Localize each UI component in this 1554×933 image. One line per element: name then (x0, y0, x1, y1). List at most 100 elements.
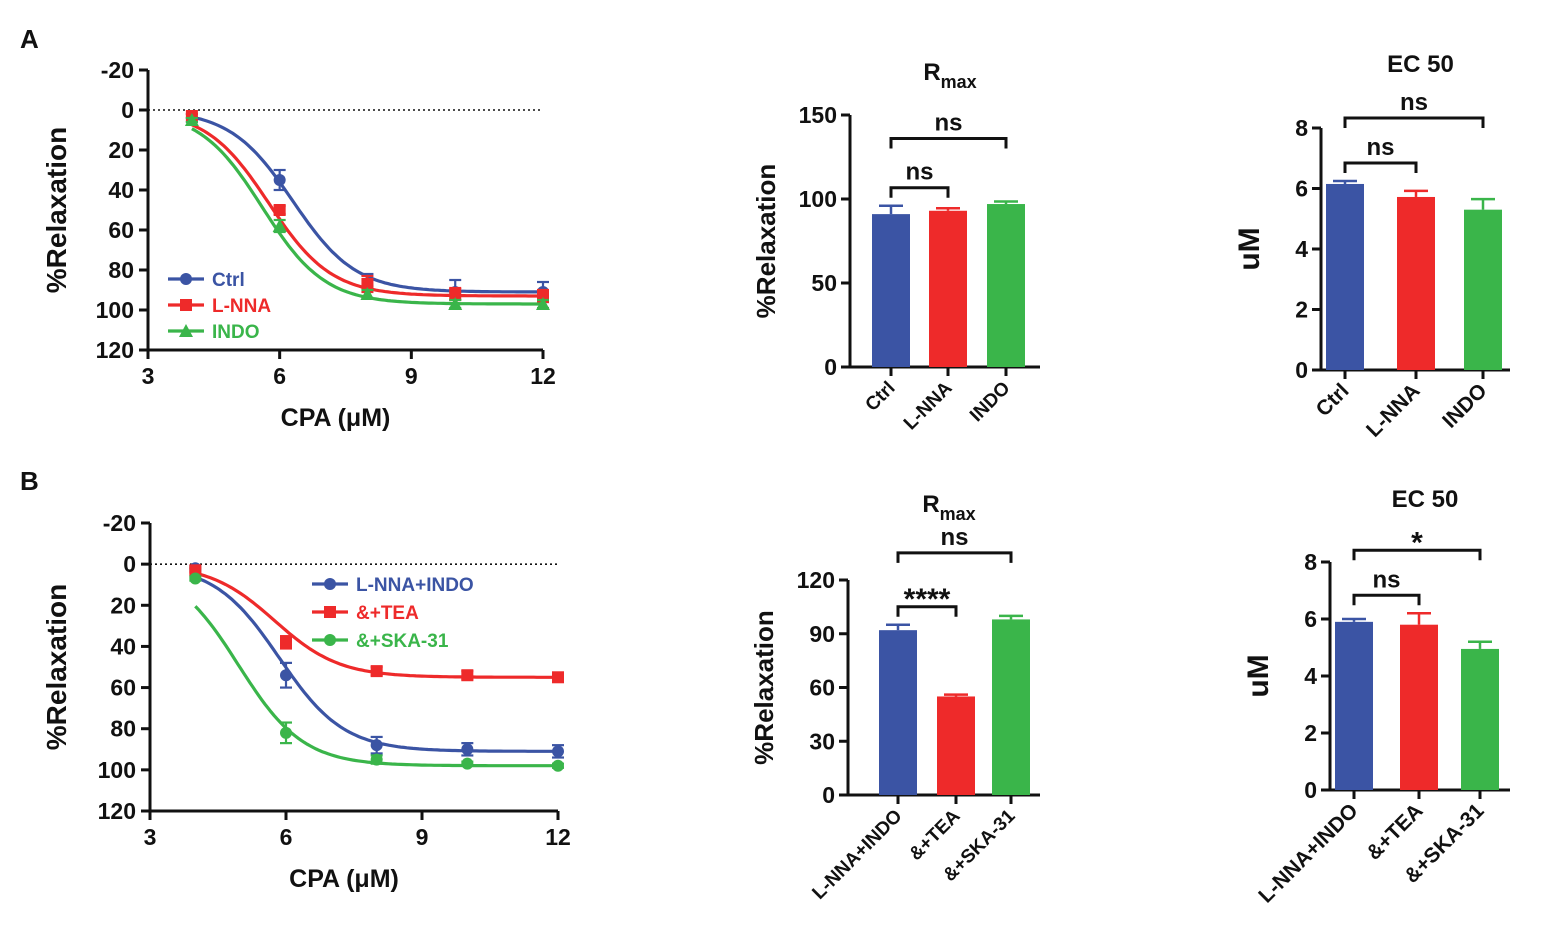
chart-title: EC 50 (1387, 51, 1454, 78)
significance-bracket (1352, 593, 1421, 606)
x-tick-label: 9 (405, 363, 418, 389)
category-label: L-NNA (900, 377, 957, 434)
legend-label: &+TEA (356, 603, 419, 624)
significance-label: ns (940, 524, 968, 551)
bar (1397, 196, 1435, 370)
bar (937, 696, 975, 795)
y-tick-label: 30 (809, 728, 835, 754)
significance-label: ns (1400, 89, 1428, 116)
bar (992, 619, 1030, 795)
data-point (280, 669, 292, 682)
chart-b-curve: -20 0 20 40 60 80 100 120 3 6 9 12 CPA (μM) %Relaxati… (41, 510, 571, 893)
bar (1461, 648, 1499, 790)
data-point (552, 745, 564, 758)
y-tick-label: -20 (101, 57, 134, 83)
y-tick-label: 80 (108, 257, 134, 283)
chart-title: Rmax (923, 59, 976, 92)
data-point (272, 219, 287, 232)
legend-label: Ctrl (212, 270, 245, 291)
bar (872, 214, 910, 367)
chart-a-curve: -20 0 20 40 60 80 100 120 3 6 9 12 CPA (μM) %Relaxati… (41, 57, 556, 432)
chart-title-main: EC 50 (1392, 486, 1459, 513)
data-point (189, 572, 202, 585)
data-point (370, 665, 383, 678)
chart-b-rmax: Rmax0306090120%RelaxationL-NNA+INDO&+TEA… (749, 491, 1040, 904)
y-tick-label: 8 (1304, 549, 1317, 575)
x-axis-label: CPA (μM) (289, 865, 399, 893)
data-point (273, 174, 286, 186)
chart-title-main: EC 50 (1387, 51, 1454, 78)
y-axis-label: %Relaxation (749, 610, 779, 765)
data-point (360, 287, 375, 300)
y-tick-label: 4 (1304, 663, 1317, 689)
data-point (448, 297, 463, 310)
y-axis-label: uM (1233, 227, 1266, 270)
chart-title-subscript: max (941, 72, 977, 92)
significance-bracket (896, 605, 958, 617)
legend-label: L-NNA+INDO (356, 575, 474, 596)
x-tick-label: 6 (273, 363, 286, 389)
data-point (370, 753, 383, 766)
y-tick-label: 2 (1295, 297, 1308, 323)
y-tick-label: 0 (123, 551, 136, 577)
y-tick-label: 8 (1295, 115, 1308, 141)
chart-a-rmax: Rmax 0 50 100 150 %Relaxation Ctrl L-NNA INDO nsn… (751, 59, 1040, 434)
data-point (461, 757, 474, 770)
significance-label: ns (905, 159, 933, 186)
category-label: Ctrl (862, 378, 900, 416)
y-axis-label: %Relaxation (751, 164, 781, 319)
data-point (552, 671, 564, 684)
x-tick-label: 3 (142, 363, 155, 389)
chart-title-main: R (923, 59, 940, 86)
y-tick-label: 50 (811, 270, 837, 296)
data-point (370, 739, 383, 752)
y-tick-label: 150 (799, 102, 837, 128)
y-tick-label: 6 (1304, 606, 1317, 632)
category-label: L-NNA (1362, 379, 1424, 441)
y-tick-label: 0 (1304, 777, 1317, 803)
x-tick-label: 3 (144, 824, 157, 850)
bar (1464, 209, 1502, 370)
legend-label: L-NNA (212, 296, 271, 317)
category-label: L-NNA+INDO (1254, 799, 1362, 907)
significance-bracket (1352, 548, 1482, 561)
chart-title-main: R (922, 491, 939, 518)
chart-title: Rmax (922, 491, 975, 524)
y-tick-label: 2 (1304, 720, 1317, 746)
significance-bracket (1343, 161, 1418, 173)
y-tick-label: 40 (110, 633, 136, 659)
y-tick-label: 90 (809, 621, 835, 647)
y-tick-label: 100 (96, 297, 134, 323)
category-label: Ctrl (1312, 379, 1354, 421)
significance-label: ns (934, 110, 962, 137)
x-tick-label: 6 (280, 824, 293, 850)
data-point (184, 113, 199, 126)
y-tick-label: -20 (103, 510, 136, 536)
y-tick-label: 80 (110, 716, 136, 742)
y-axis-label: %Relaxation (41, 127, 72, 294)
significance-bracket (1343, 116, 1485, 128)
y-tick-label: 0 (1295, 357, 1308, 383)
bar (879, 630, 917, 795)
significance-label: **** (904, 583, 951, 616)
bar (987, 204, 1025, 367)
data-point (361, 278, 374, 290)
legend-marker (324, 578, 336, 590)
data-point (552, 759, 564, 772)
data-point (536, 297, 550, 310)
category-label: INDO (966, 378, 1014, 426)
legend-label: &+SKA-31 (356, 631, 449, 652)
data-point (280, 726, 292, 739)
y-tick-label: 60 (110, 675, 136, 701)
data-point (189, 564, 202, 577)
legend-marker (324, 606, 336, 618)
y-tick-label: 60 (809, 675, 835, 701)
data-point (273, 204, 286, 216)
legend-marker (180, 299, 192, 311)
bar (1400, 624, 1438, 790)
legend-label: INDO (212, 322, 260, 343)
y-tick-label: 100 (98, 757, 136, 783)
chart-title-subscript: max (940, 504, 976, 524)
